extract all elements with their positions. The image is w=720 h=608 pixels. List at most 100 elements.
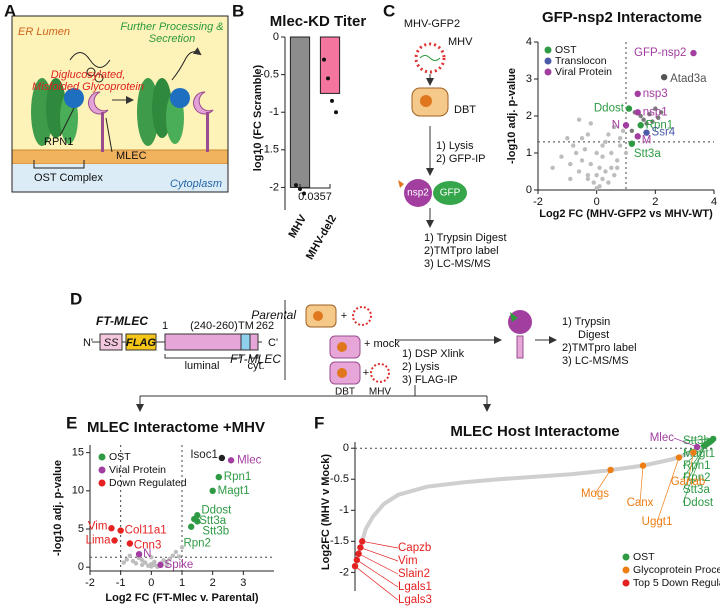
legend-marker xyxy=(622,553,630,561)
data-point xyxy=(164,563,169,568)
plus-label: + xyxy=(363,367,369,379)
data-point xyxy=(571,143,576,148)
data-point xyxy=(690,449,697,456)
leader-line xyxy=(594,469,611,495)
data-point xyxy=(615,158,620,163)
x-tick-label: -2 xyxy=(533,196,543,208)
panel-label: F xyxy=(314,413,324,432)
point-label: Slain2 xyxy=(398,568,430,580)
data-point xyxy=(588,161,593,167)
glycoprotein-label: Diglucosylated, xyxy=(51,69,126,81)
region-label: Cytoplasm xyxy=(170,178,222,190)
legend-marker xyxy=(544,57,552,65)
y-tick-label: 0 xyxy=(273,31,279,43)
legend-marker xyxy=(98,479,106,487)
data-point xyxy=(568,176,573,182)
point-label: Uggt1 xyxy=(642,516,673,528)
leader-line xyxy=(682,445,705,504)
x-tick-label: 0 xyxy=(148,577,154,589)
terminus-label: C' xyxy=(268,337,278,349)
step-label: 3) LC-MS/MS xyxy=(424,258,491,270)
data-point xyxy=(591,180,596,185)
legend-label: OST xyxy=(555,44,577,56)
step-label: 1) DSP Xlink xyxy=(402,348,465,360)
chart-title: MLEC Host Interactome xyxy=(450,423,619,440)
chart-title: GFP-nsp2 Interactome xyxy=(542,9,702,26)
data-point xyxy=(582,147,588,152)
y-tick-label: 3 xyxy=(526,73,532,85)
y-tick-label: 4 xyxy=(526,36,532,48)
panel-label: E xyxy=(66,413,77,432)
legend-label: Viral Protein xyxy=(109,464,166,476)
data-point xyxy=(157,561,164,569)
data-point xyxy=(594,150,599,156)
y-axis-label: -log10 adj. p-value xyxy=(52,460,64,556)
point-label: Capzb xyxy=(398,542,431,554)
data-point xyxy=(126,540,134,547)
point-label: Mogs xyxy=(581,488,609,500)
significance-bracket xyxy=(299,184,331,189)
data-point xyxy=(357,544,364,551)
virus-label: MHV xyxy=(369,387,392,398)
point-label: Ganab xyxy=(671,476,706,488)
legend-label: Top 5 Down Regulated xyxy=(633,577,720,589)
data-point xyxy=(588,121,593,126)
point-label: Col11a1 xyxy=(125,525,167,537)
data-point xyxy=(121,560,126,565)
leader-line xyxy=(356,559,399,588)
data-point xyxy=(693,443,701,451)
step-label: 3) FLAG-IP xyxy=(402,374,458,386)
y-tick-label: -2 xyxy=(269,181,279,193)
data-point xyxy=(625,105,633,112)
x-tick-label: -2 xyxy=(85,577,95,589)
residue-label: 262 xyxy=(256,320,274,332)
replicate-point xyxy=(302,191,306,196)
data-point xyxy=(628,140,636,147)
data-point xyxy=(641,117,646,122)
step-label: 2) Lysis xyxy=(402,361,440,373)
point-label: Rpn1 xyxy=(646,119,674,131)
data-point xyxy=(603,169,608,174)
point-label: nsp3 xyxy=(643,88,668,100)
data-point xyxy=(617,136,623,141)
data-point xyxy=(594,185,599,191)
domain-label: SS xyxy=(104,337,119,349)
point-label: Rpn2 xyxy=(683,472,711,484)
data-point xyxy=(559,154,564,159)
data-point xyxy=(634,90,641,98)
legend-label: Translocon xyxy=(555,55,607,67)
point-label: Lgals3 xyxy=(398,594,432,606)
complex-label: OST Complex xyxy=(34,172,103,184)
point-label: Cnn3 xyxy=(134,540,162,552)
legend-label: Down Regulated xyxy=(109,477,187,489)
data-point xyxy=(550,165,555,170)
point-label: Vim xyxy=(398,555,418,567)
data-point xyxy=(568,161,573,167)
legend-label: Glycoprotein Processing xyxy=(633,564,720,576)
data-point xyxy=(600,176,605,182)
data-point xyxy=(623,150,629,156)
step-label: Digest xyxy=(578,329,609,341)
step-label: 2) GFP-IP xyxy=(436,153,486,165)
point-label: Isoc1 xyxy=(190,449,218,461)
region-label: luminal xyxy=(185,360,220,372)
data-point xyxy=(161,558,166,563)
data-point xyxy=(606,132,611,137)
data-point xyxy=(124,557,129,562)
rank-curve xyxy=(353,435,717,570)
panel-a-diagram xyxy=(11,15,229,193)
data-point xyxy=(637,122,644,129)
point-label: Vim xyxy=(88,520,108,532)
y-tick-label: -2 xyxy=(339,566,349,578)
bar xyxy=(319,36,341,94)
data-point xyxy=(194,518,201,525)
data-point xyxy=(609,165,614,170)
bait-label: nsp2 xyxy=(407,188,429,199)
data-point xyxy=(701,442,708,449)
significance-label: 0.0357 xyxy=(298,191,332,203)
point-label: Ddost xyxy=(683,497,714,509)
legend-label: Viral Protein xyxy=(555,66,612,78)
data-point xyxy=(117,527,124,534)
virus-label: MHV-GFP2 xyxy=(404,18,460,30)
residue-label: (240-260) xyxy=(190,320,238,332)
